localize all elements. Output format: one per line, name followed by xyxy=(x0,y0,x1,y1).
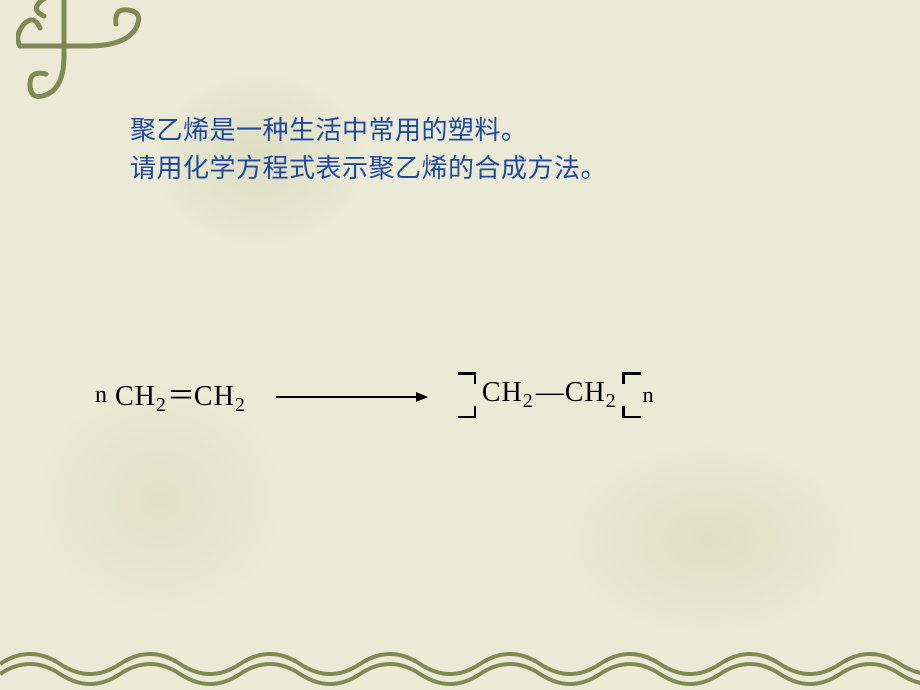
eq-degree-n: n xyxy=(643,382,654,408)
eq-repeat-unit: CH2—CH2 xyxy=(476,377,623,413)
wave-bottom-icon xyxy=(0,620,920,690)
eq-sub: 2 xyxy=(156,394,167,416)
eq-monomer: CH2＝CH2 xyxy=(115,374,246,417)
eq-double-bond: ＝ xyxy=(167,381,194,412)
swirl-corner-icon xyxy=(16,0,196,124)
eq-coefficient: n xyxy=(95,382,107,409)
eq-text: CH xyxy=(482,377,523,408)
bracket-open-icon xyxy=(458,372,476,418)
eq-sub: 2 xyxy=(606,390,617,412)
text-line-1: 聚乙烯是一种生活中常用的塑料。 xyxy=(130,112,830,150)
bracket-close-icon xyxy=(623,372,641,418)
chemical-equation: n CH2＝CH2 CH2—CH2 n xyxy=(95,350,835,440)
eq-arrow xyxy=(276,379,428,411)
eq-text: CH xyxy=(194,381,235,412)
text-line-2: 请用化学方程式表示聚乙烯的合成方法。 xyxy=(130,150,830,188)
bg-leaf-decoration xyxy=(560,440,860,640)
eq-sub: 2 xyxy=(235,394,246,416)
eq-text: CH xyxy=(115,381,156,412)
eq-polymer: CH2—CH2 n xyxy=(458,372,654,418)
body-text: 聚乙烯是一种生活中常用的塑料。 请用化学方程式表示聚乙烯的合成方法。 xyxy=(130,112,830,187)
eq-single-bond: — xyxy=(534,377,565,408)
eq-text: CH xyxy=(565,377,606,408)
eq-sub: 2 xyxy=(523,390,534,412)
